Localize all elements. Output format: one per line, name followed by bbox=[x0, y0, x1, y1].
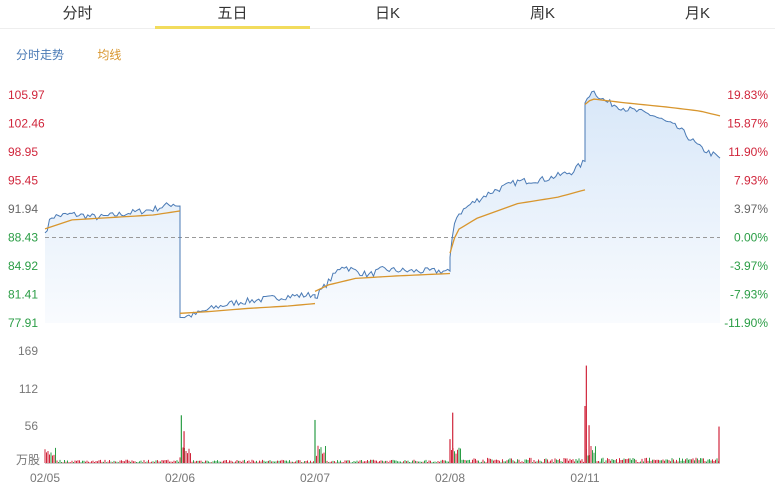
percent-tick-label: -7.93% bbox=[730, 288, 768, 302]
avg-line-day-1 bbox=[44, 210, 181, 230]
price-tick-label: 102.46 bbox=[8, 117, 45, 131]
price-tick-label: 84.92 bbox=[8, 259, 38, 273]
volume-tick-label: 169 bbox=[18, 344, 38, 358]
volume-tick-label: 56 bbox=[25, 419, 39, 433]
price-tick-label: 77.91 bbox=[8, 316, 38, 330]
percent-tick-label: 3.97% bbox=[734, 202, 768, 216]
tab-weekly-k[interactable]: 周K bbox=[529, 5, 555, 22]
price-tick-label: 98.95 bbox=[8, 145, 38, 159]
period-tabs: 分时 五日 日K 周K 月K bbox=[0, 0, 775, 29]
price-tick-label: 81.41 bbox=[8, 288, 38, 302]
tab-five-day[interactable]: 五日 bbox=[155, 0, 310, 29]
tab-daily-k[interactable]: 日K bbox=[374, 5, 400, 22]
avg-line-day-4 bbox=[449, 189, 586, 254]
tab-monthly-k[interactable]: 月K bbox=[684, 5, 710, 22]
price-tick-label: 91.94 bbox=[8, 202, 38, 216]
percent-tick-label: 11.90% bbox=[728, 145, 768, 159]
volume-unit-label: 万股 bbox=[16, 453, 40, 467]
chart-legend: 分时走势 均线 bbox=[16, 46, 151, 63]
percent-tick-label: 19.83% bbox=[727, 88, 768, 102]
avg-line-day-3 bbox=[314, 272, 451, 292]
legend-avg: 均线 bbox=[97, 48, 122, 62]
price-tick-label: 88.43 bbox=[8, 231, 38, 245]
legend-price: 分时走势 bbox=[16, 48, 65, 62]
date-label: 02/08 bbox=[435, 471, 465, 485]
percent-tick-label: -3.97% bbox=[730, 259, 768, 273]
price-tick-label: 105.97 bbox=[8, 88, 45, 102]
price-line bbox=[44, 90, 721, 319]
percent-tick-label: -11.90% bbox=[724, 316, 768, 330]
price-tick-label: 95.45 bbox=[8, 174, 38, 188]
percent-tick-label: 0.00% bbox=[734, 231, 768, 245]
avg-line-day-2 bbox=[179, 302, 316, 314]
percent-tick-label: 7.93% bbox=[734, 174, 768, 188]
volume-tick-label: 112 bbox=[19, 382, 38, 396]
tab-intraday[interactable]: 分时 bbox=[62, 5, 93, 22]
percent-tick-label: 15.87% bbox=[727, 117, 768, 131]
price-area-fill bbox=[45, 91, 720, 323]
avg-line-day-5 bbox=[584, 98, 721, 117]
date-label: 02/05 bbox=[30, 471, 60, 485]
date-label: 02/07 bbox=[300, 471, 330, 485]
date-label: 02/06 bbox=[165, 471, 195, 485]
date-label: 02/11 bbox=[570, 471, 599, 485]
